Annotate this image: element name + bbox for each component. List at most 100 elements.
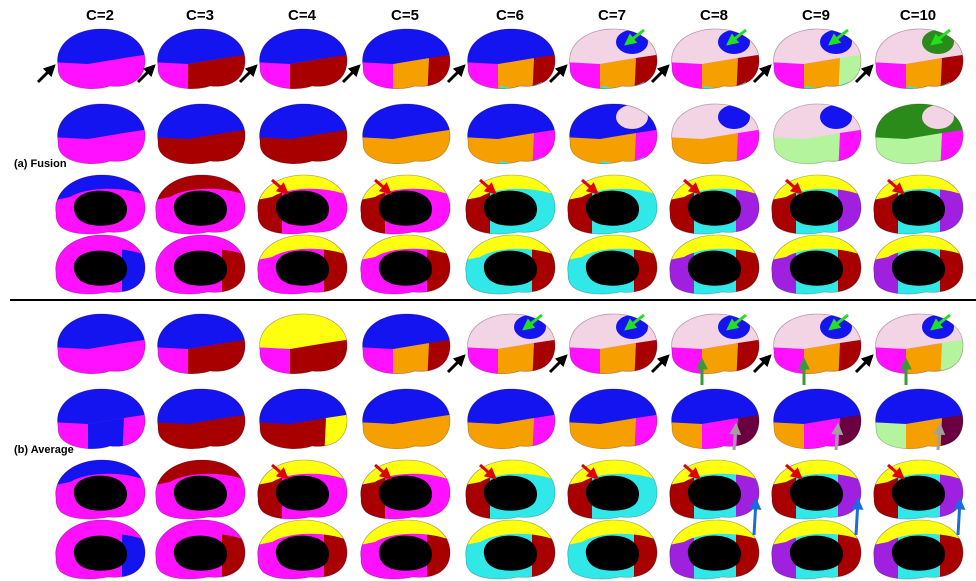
brain-view bbox=[355, 510, 457, 581]
region bbox=[88, 58, 124, 100]
region bbox=[393, 133, 429, 175]
region bbox=[322, 20, 352, 100]
region bbox=[393, 58, 429, 100]
region bbox=[530, 20, 560, 100]
medial-wall bbox=[74, 191, 127, 226]
medial-wall bbox=[586, 476, 639, 511]
brain-view bbox=[664, 20, 764, 100]
region bbox=[220, 380, 250, 460]
brain-view bbox=[150, 165, 252, 245]
brain-view bbox=[766, 380, 866, 460]
region bbox=[188, 58, 224, 100]
medial-wall bbox=[484, 476, 537, 511]
region bbox=[820, 30, 852, 54]
region bbox=[220, 20, 250, 100]
brain-view bbox=[868, 510, 970, 581]
brain-view bbox=[50, 510, 152, 581]
section-label: (a) Fusion bbox=[14, 158, 67, 170]
region bbox=[906, 133, 942, 175]
medial-wall bbox=[379, 476, 432, 511]
region bbox=[324, 165, 354, 245]
brain-view bbox=[252, 95, 352, 175]
region bbox=[122, 450, 152, 530]
region bbox=[634, 165, 664, 245]
medial-wall bbox=[74, 536, 127, 571]
region bbox=[532, 450, 562, 530]
region bbox=[634, 450, 664, 530]
brain-view bbox=[868, 450, 970, 530]
medial-wall bbox=[688, 191, 741, 226]
arrow bbox=[958, 500, 960, 535]
brain-view bbox=[355, 225, 457, 305]
region bbox=[836, 20, 866, 100]
region bbox=[530, 95, 560, 175]
brain-view bbox=[355, 305, 455, 385]
region bbox=[427, 165, 457, 245]
region bbox=[718, 30, 750, 54]
region bbox=[804, 418, 840, 460]
brain-view bbox=[460, 165, 562, 245]
brain-view bbox=[562, 510, 664, 581]
region bbox=[498, 133, 534, 175]
brain-view bbox=[460, 20, 560, 100]
medial-wall bbox=[74, 251, 127, 286]
brain-view bbox=[252, 20, 352, 100]
brain-view bbox=[562, 95, 662, 175]
medial-wall bbox=[586, 251, 639, 286]
brain-view bbox=[868, 305, 968, 385]
medial-wall bbox=[892, 536, 945, 571]
brain-view bbox=[460, 305, 560, 385]
region bbox=[836, 95, 866, 175]
region bbox=[324, 450, 354, 530]
region bbox=[804, 133, 840, 175]
region bbox=[460, 510, 490, 581]
arrow bbox=[938, 425, 940, 450]
medial-wall bbox=[688, 476, 741, 511]
region bbox=[600, 58, 636, 100]
medial-wall bbox=[892, 476, 945, 511]
medial-wall bbox=[586, 536, 639, 571]
region bbox=[938, 95, 968, 175]
region bbox=[736, 225, 766, 305]
region bbox=[838, 225, 868, 305]
region bbox=[530, 380, 560, 460]
medial-wall bbox=[586, 191, 639, 226]
brain-view bbox=[766, 450, 868, 530]
region bbox=[188, 343, 224, 385]
brain-view bbox=[562, 225, 664, 305]
medial-wall bbox=[74, 476, 127, 511]
arrow bbox=[448, 66, 464, 82]
region bbox=[425, 20, 455, 100]
brain-regions bbox=[562, 510, 664, 581]
brain-regions bbox=[766, 510, 868, 581]
brain-view bbox=[252, 380, 352, 460]
brain-regions bbox=[50, 510, 152, 581]
brain-regions bbox=[252, 510, 354, 581]
medial-wall bbox=[790, 536, 843, 571]
brain-view bbox=[150, 510, 252, 581]
region bbox=[425, 380, 455, 460]
region bbox=[940, 450, 970, 530]
region bbox=[734, 20, 764, 100]
arrow bbox=[734, 425, 736, 450]
medial-wall bbox=[892, 191, 945, 226]
brain-view bbox=[766, 225, 868, 305]
brain-view bbox=[150, 380, 250, 460]
brain-view bbox=[252, 510, 354, 581]
brain-view bbox=[50, 20, 150, 100]
region bbox=[906, 418, 942, 460]
brain-view bbox=[460, 510, 562, 581]
region bbox=[514, 315, 546, 339]
medial-wall bbox=[174, 251, 227, 286]
region bbox=[562, 510, 592, 581]
medial-wall bbox=[790, 251, 843, 286]
medial-wall bbox=[276, 536, 329, 571]
brain-view bbox=[664, 95, 764, 175]
region bbox=[355, 510, 385, 581]
medial-wall bbox=[892, 251, 945, 286]
region bbox=[634, 225, 664, 305]
region bbox=[600, 133, 636, 175]
region bbox=[427, 225, 457, 305]
column-header: C=9 bbox=[802, 7, 830, 24]
region bbox=[616, 315, 648, 339]
